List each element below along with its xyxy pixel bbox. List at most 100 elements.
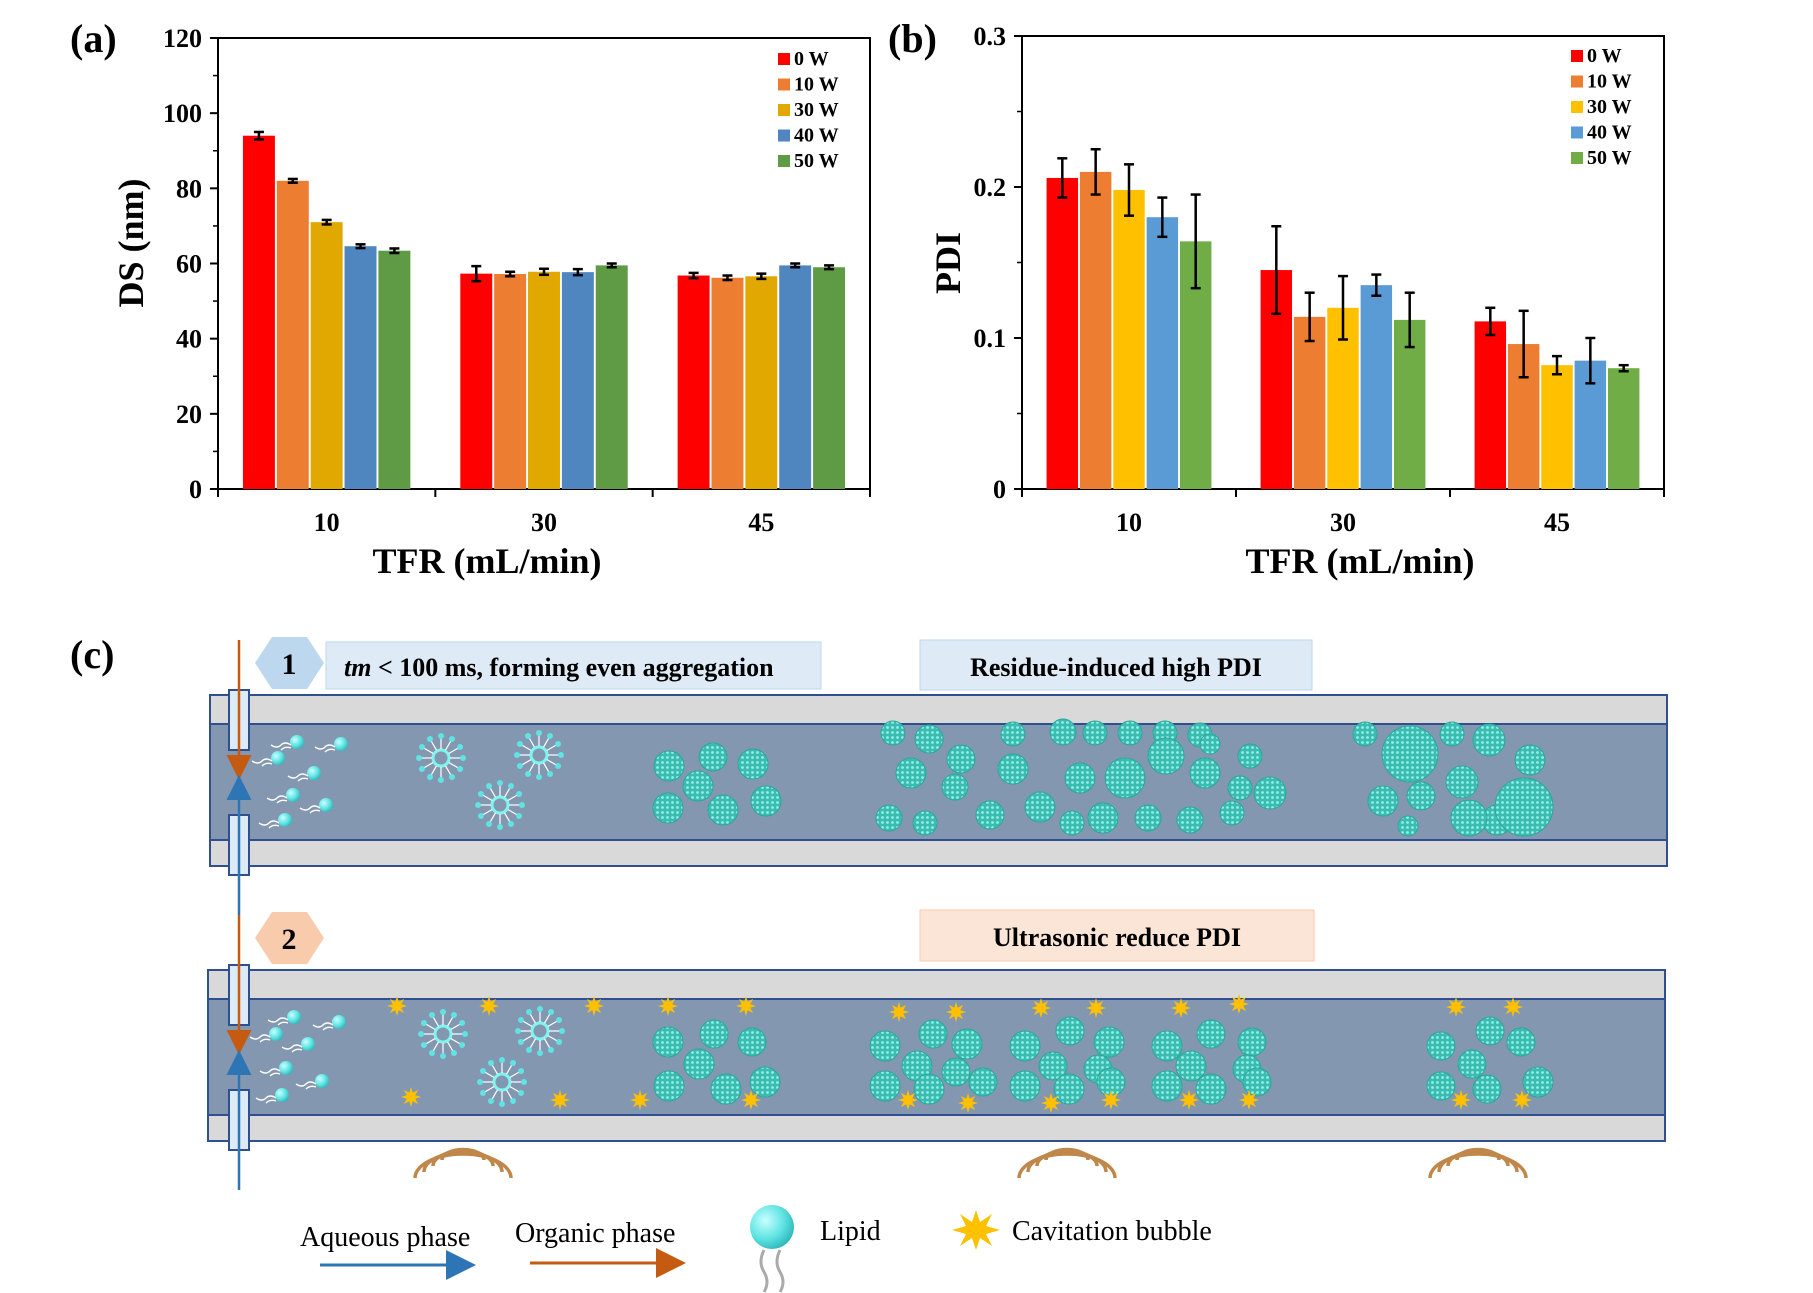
bar (561, 272, 594, 489)
lipid-legend-icon (750, 1205, 794, 1249)
liposome (997, 753, 1029, 785)
micelle-head (519, 802, 525, 808)
liposome (1475, 1016, 1505, 1046)
bar (595, 265, 628, 489)
panel-c-label: (c) (70, 632, 114, 677)
bar (1113, 190, 1145, 489)
liposome (1494, 777, 1554, 837)
lipid (269, 1027, 283, 1041)
legend-lipid-label: Lipid (820, 1216, 881, 1247)
y-tick-label: 100 (163, 99, 202, 128)
lipid (319, 798, 333, 812)
cavitation-bubble (1503, 997, 1523, 1017)
step-1-number: 1 (282, 648, 297, 681)
micelle-head (510, 1059, 516, 1066)
micelle-head (459, 1020, 466, 1026)
micelle-head (510, 1098, 516, 1105)
micelle-head (518, 1068, 525, 1074)
liposome (1147, 737, 1185, 775)
micelle-head (537, 1050, 543, 1056)
liposome (1426, 1071, 1456, 1101)
liposome (1367, 785, 1399, 817)
micelle-head (420, 1042, 427, 1048)
micelle-head (416, 755, 422, 761)
micelle-head (536, 730, 542, 736)
micelle-core (433, 1024, 453, 1044)
liposome (1397, 815, 1419, 837)
lipid (275, 1088, 289, 1102)
bar (1146, 217, 1179, 489)
micelle-head (497, 824, 503, 830)
liposome (1406, 781, 1436, 811)
liposome (653, 750, 685, 782)
micelle-head (451, 1011, 457, 1018)
step-2-hexagon (255, 912, 324, 964)
liposome (1426, 1031, 1456, 1061)
micelle-head (537, 1006, 543, 1012)
panel-a-label: (a) (70, 16, 117, 61)
ultrasonic-wave-icon (1017, 1152, 1117, 1179)
liposome (875, 804, 903, 832)
liposome (918, 1019, 948, 1049)
liposome (698, 742, 728, 772)
liposome (1472, 723, 1506, 757)
legend-swatch (778, 53, 790, 65)
y-tick-label: 40 (176, 325, 202, 354)
lipid (271, 751, 285, 765)
x-tick-label: 30 (1330, 508, 1356, 537)
lipid (290, 735, 304, 749)
legend-aqueous-label: Aqueous phase (300, 1222, 470, 1253)
x-tick-label: 30 (531, 508, 557, 537)
micelle-head (558, 752, 564, 758)
liposome (1024, 791, 1056, 823)
micelle-head (427, 774, 433, 781)
chart-a-ylabel: DS (nm) (111, 178, 151, 307)
legend-swatch (1571, 75, 1583, 88)
micelle-head (548, 1047, 554, 1054)
lipid-tail (255, 1095, 277, 1104)
micelle-head (427, 735, 433, 742)
liposome (1472, 1074, 1502, 1104)
step-1-hexagon (255, 637, 324, 689)
micelle-head (460, 755, 466, 761)
lipid-tail (259, 1068, 281, 1077)
bar (1293, 316, 1326, 489)
micelle-head (516, 741, 523, 747)
step-1-text: tm < 100 ms, forming even aggregation (344, 653, 774, 682)
micelle-core (490, 795, 510, 815)
liposome (1242, 1067, 1272, 1097)
micelle-head (526, 1047, 532, 1054)
lipid-tail (258, 820, 280, 829)
bar (745, 276, 778, 489)
micelle-head (429, 1050, 435, 1057)
micelle-head (486, 821, 492, 828)
lipid-tail (295, 1081, 317, 1090)
liposome (941, 1057, 971, 1087)
liposome (1195, 1073, 1227, 1105)
legend-swatch (1571, 152, 1583, 164)
chart-b-ylabel: PDI (928, 232, 968, 294)
cavitation-bubble (1512, 1090, 1532, 1110)
liposome (1093, 1026, 1125, 1058)
legend-label: 50 W (1587, 147, 1632, 169)
micelle-head (555, 763, 562, 769)
legend-swatch (778, 104, 790, 116)
liposome (749, 1066, 781, 1098)
micelle-head (418, 1031, 424, 1037)
lipid-tail (266, 795, 288, 804)
ultrasonic-wave-icon (1428, 1152, 1528, 1179)
cavitation-bubble (958, 1093, 978, 1113)
liposome (1000, 721, 1026, 747)
liposome (750, 785, 782, 817)
bar (276, 180, 309, 490)
micelle-head (547, 771, 553, 778)
bar (344, 246, 377, 489)
legend-label: 30 W (1587, 96, 1632, 118)
y-tick-label: 0.1 (974, 324, 1007, 353)
micelle-head (516, 791, 523, 797)
liposome (951, 1028, 983, 1060)
liposome (1457, 1049, 1487, 1079)
y-tick-label: 20 (176, 400, 202, 429)
liposome (1189, 757, 1221, 789)
